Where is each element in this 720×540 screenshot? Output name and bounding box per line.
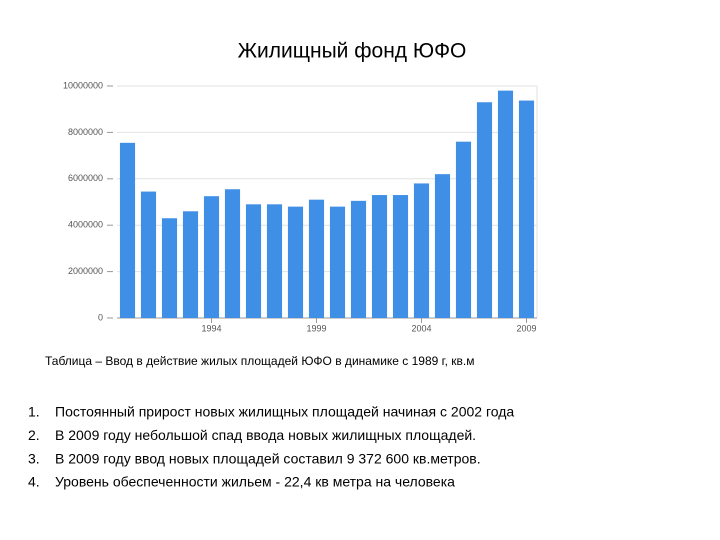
list-item: Уровень обеспеченности жильем - 22,4 кв … — [55, 474, 455, 490]
bar — [476, 102, 493, 319]
bar — [245, 204, 262, 318]
bar — [224, 189, 241, 318]
x-tick-label: 2009 — [516, 323, 536, 333]
y-tick-label: 10000000 — [63, 80, 103, 90]
x-tick-label: 1999 — [306, 323, 326, 333]
y-tick-label: 6000000 — [68, 173, 103, 183]
bar — [413, 183, 430, 318]
list-number: 4. — [28, 474, 40, 490]
bar — [203, 196, 220, 318]
bar — [308, 199, 325, 318]
list-number: 3. — [28, 450, 40, 466]
bar — [518, 100, 535, 318]
bar — [455, 141, 472, 318]
y-tick-label: 2000000 — [68, 266, 103, 276]
bar — [392, 195, 409, 318]
bar — [266, 204, 283, 318]
bar — [161, 218, 178, 318]
y-tick-label: 8000000 — [68, 127, 103, 137]
bar — [119, 142, 136, 318]
bar — [182, 211, 199, 318]
list-item: В 2009 году небольшой спад ввода новых ж… — [55, 427, 476, 443]
bar — [350, 200, 367, 318]
bar — [287, 206, 304, 318]
bar — [371, 195, 388, 318]
x-tick-label: 1994 — [201, 323, 221, 333]
chart-title: Жилищный фонд ЮФО — [238, 40, 467, 63]
list-number: 2. — [28, 427, 40, 443]
x-tick-label: 2004 — [411, 323, 431, 333]
caption: Таблица – Ввод в действие жилых площадей… — [45, 354, 474, 368]
bar — [329, 206, 346, 318]
bar — [434, 174, 451, 318]
y-tick-label: 4000000 — [68, 220, 103, 230]
y-tick-label: 0 — [98, 312, 103, 322]
bar — [497, 90, 514, 318]
list-number: 1. — [28, 404, 40, 420]
bar — [140, 191, 157, 318]
list-item: Постоянный прирост новых жилищных площад… — [55, 404, 514, 420]
list-item: В 2009 году ввод новых площадей составил… — [55, 450, 481, 466]
